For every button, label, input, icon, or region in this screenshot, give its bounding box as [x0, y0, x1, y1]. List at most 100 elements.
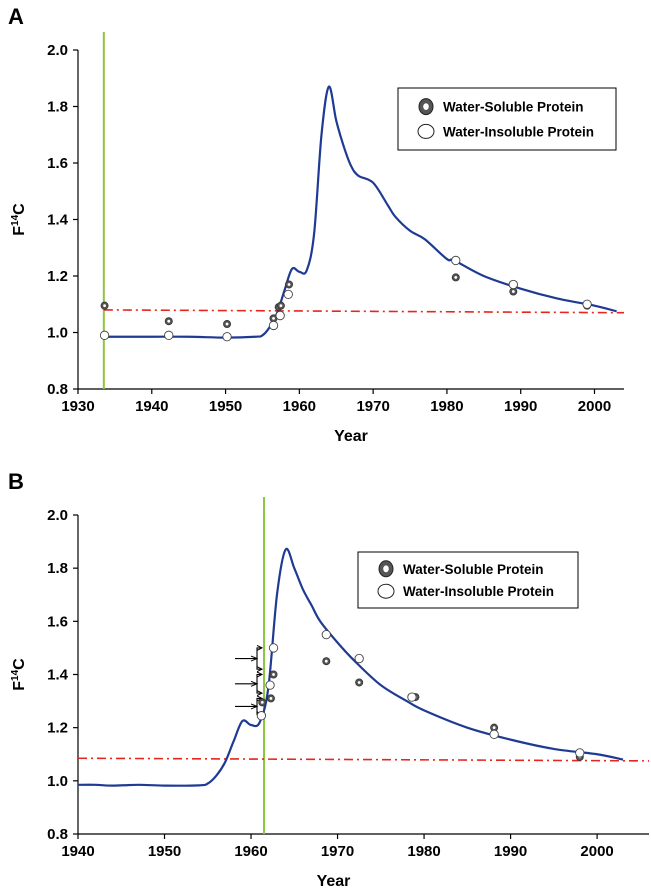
y-axis-label-main: F: [11, 681, 28, 691]
data-point-water-soluble: [100, 301, 109, 310]
legend-marker-water-insoluble: [417, 123, 435, 139]
y-tick-label: 0.8: [47, 381, 68, 398]
x-tick-label: 1930: [61, 398, 94, 415]
panel-a: A 0.8 1.0 1.2 1.4 1.6 1.8 2.0 1930 1940 1950 1960 19…: [8, 4, 625, 445]
y-axis-label-tail: C: [11, 658, 28, 670]
legend-marker-inner: [383, 565, 389, 573]
legend-label-water-soluble: Water-Soluble Protein: [403, 562, 544, 577]
y-tick-label: 1.2: [47, 268, 68, 285]
marker-inner: [511, 290, 515, 293]
y-tick-label: 1.4: [47, 212, 69, 229]
marker-inner: [279, 304, 283, 308]
data-point-water-soluble: [223, 320, 232, 329]
x-tick-label: 1960: [283, 398, 316, 415]
x-tick-label: 1950: [148, 843, 181, 860]
data-point-water-insoluble: [321, 629, 331, 640]
arrow-branch-upper: [256, 647, 263, 659]
y-tick-label: 1.6: [47, 613, 68, 630]
legend-marker-water-soluble: [418, 98, 434, 116]
y-tick-label: 1.0: [47, 325, 68, 342]
legend-box: [397, 87, 617, 151]
marker-inner: [454, 276, 458, 279]
data-point-water-insoluble: [508, 279, 518, 290]
legend-box: [357, 551, 579, 609]
x-tick-label: 2000: [580, 843, 613, 860]
data-point-water-insoluble: [256, 711, 267, 721]
y-tick-label: 1.2: [47, 720, 68, 737]
legend: Water-Soluble Protein Water-Insoluble Pro…: [397, 87, 617, 151]
panel-letter: B: [8, 469, 24, 494]
data-point-water-insoluble: [268, 320, 279, 331]
arrow-tip-lower: [256, 666, 264, 673]
y-axis-label-superscript: 14: [10, 669, 21, 681]
arrow-annotation: [235, 671, 264, 697]
marker-inner: [287, 283, 291, 286]
x-tick-label: 1950: [209, 398, 242, 415]
x-axis-label: Year: [317, 873, 351, 890]
arrow-tip-upper: [256, 644, 264, 651]
marker-inner: [269, 697, 273, 700]
arrow-branch-upper: [256, 697, 263, 707]
data-point-water-insoluble: [451, 255, 461, 266]
data-point-water-soluble: [266, 694, 275, 703]
data-point-water-soluble: [322, 657, 331, 666]
y-axis-label-main: F: [11, 226, 28, 236]
arrow-branch-lower: [256, 683, 263, 694]
x-tick-label: 1940: [61, 843, 94, 860]
data-point-water-soluble: [258, 698, 267, 707]
reference-line: [77, 757, 650, 762]
y-tick-label: 1.8: [47, 99, 68, 116]
y-tick-label: 1.8: [47, 560, 68, 577]
legend-marker-inner: [423, 103, 429, 110]
panel-letter: A: [8, 4, 24, 29]
arrow-branch-lower: [256, 658, 263, 670]
x-tick-label: 1960: [234, 843, 267, 860]
data-point-water-insoluble: [489, 729, 499, 739]
marker-inner: [492, 726, 496, 730]
x-axis-label: Year: [334, 428, 368, 445]
y-tick-label: 2.0: [47, 507, 68, 524]
arrow-annotation: [235, 644, 264, 673]
y-axis-label-tail: C: [11, 203, 28, 215]
marker-inner: [225, 322, 229, 326]
y-tick-label: 2.0: [47, 42, 68, 59]
marker-inner: [324, 659, 328, 663]
x-tick-label: 2000: [578, 398, 611, 415]
series-water-soluble: [100, 273, 592, 329]
data-point-water-soluble: [285, 280, 294, 289]
y-tick-label: 1.6: [47, 155, 68, 172]
data-point-water-insoluble: [354, 653, 364, 664]
marker-inner: [260, 701, 264, 704]
data-point-water-insoluble: [275, 310, 285, 321]
y-tick-label: 1.4: [47, 667, 69, 684]
x-tick-label: 1970: [321, 843, 354, 860]
data-point-water-soluble: [276, 301, 285, 310]
data-point-water-insoluble: [265, 680, 275, 690]
data-point-water-insoluble: [222, 332, 232, 342]
x-tick-label: 1970: [356, 398, 389, 415]
legend-label-water-insoluble: Water-Insoluble Protein: [443, 124, 594, 139]
x-tick-label: 1980: [430, 398, 463, 415]
data-point-water-soluble: [164, 317, 173, 326]
series-water-insoluble: [256, 629, 585, 758]
arrow-branch-upper: [256, 673, 263, 684]
x-tick-label: 1990: [494, 843, 527, 860]
data-point-water-insoluble: [164, 330, 174, 340]
data-point-water-soluble: [269, 670, 278, 679]
y-tick-label: 1.0: [47, 773, 68, 790]
panel-b: B 0.8 1.0 1.2 1.4 1.6 1.8 2.0 1940 1950 1960 1970 19…: [8, 469, 650, 890]
x-tick-label: 1990: [504, 398, 537, 415]
reference-line: [103, 309, 625, 314]
marker-inner: [272, 673, 275, 676]
data-point-water-insoluble: [582, 299, 592, 309]
legend-marker-water-insoluble: [377, 583, 395, 599]
marker-inner: [103, 304, 106, 308]
data-point-water-insoluble: [283, 289, 293, 300]
data-point-water-soluble: [509, 287, 518, 296]
marker-inner: [167, 319, 171, 323]
data-point-water-insoluble: [99, 330, 110, 340]
data-point-water-insoluble: [268, 643, 279, 653]
legend-label-water-soluble: Water-Soluble Protein: [443, 100, 584, 115]
